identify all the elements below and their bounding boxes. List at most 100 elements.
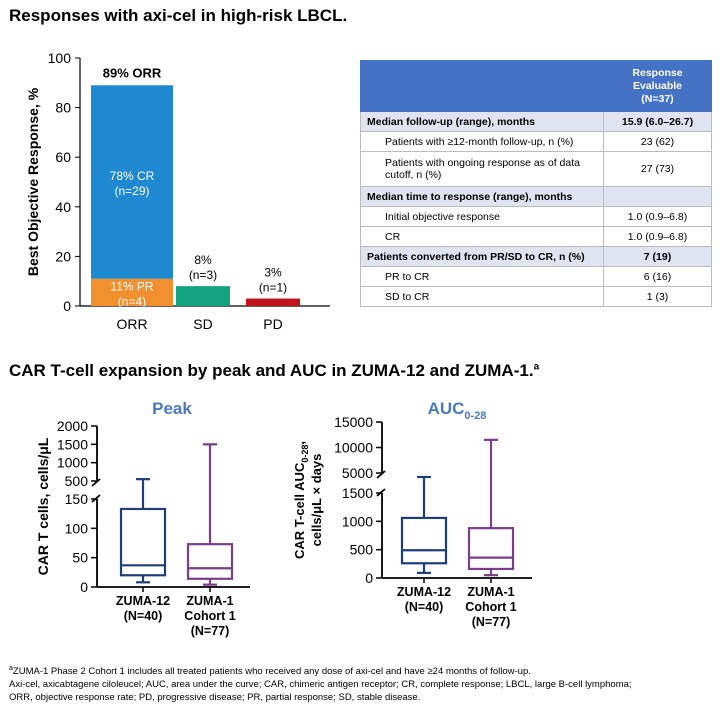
header-line-2: Evaluable (632, 79, 683, 92)
y-tick-label: 1000 (57, 455, 88, 471)
y-axis-label: CAR T cells, cells/μL (35, 437, 51, 575)
table-row-label: SD to CR (360, 286, 604, 307)
table-row: CR 1.0 (0.9–6.8) (360, 226, 712, 247)
axis-break-mark (91, 478, 101, 487)
y-tick-label: 500 (350, 542, 374, 558)
bar-segment-cr (91, 85, 173, 279)
bar-count-label: (n=3) (189, 268, 217, 282)
y-tick-label: 20 (55, 248, 71, 264)
table-row-value: 1.0 (0.9–6.8) (603, 206, 712, 227)
y-tick-label: 150 (65, 491, 89, 507)
table-row-label: Patients with ongoing response as of dat… (360, 151, 604, 187)
y-tick-label: 500 (65, 473, 89, 489)
bar-segment-pr (91, 278, 173, 306)
x-tick-label: (N=40) (124, 609, 163, 623)
bottom-title: CAR T-cell expansion by peak and AUC in … (9, 361, 539, 381)
table-row: Initial objective response 1.0 (0.9–6.8) (360, 206, 712, 227)
x-tick-label: ZUMA-1 (467, 585, 514, 599)
table-row-label: CR (360, 226, 604, 247)
bar-pd (246, 298, 300, 306)
y-axis-label-line2: cells/μL × days (309, 454, 324, 547)
axis-break-mark (376, 470, 386, 479)
y-tick-label: 40 (55, 199, 71, 215)
y-axis-label-subscript: 0-28 (300, 445, 310, 463)
table-row-value: 6 (16) (603, 266, 712, 287)
table-row-value (603, 186, 712, 207)
y-tick-label: 80 (55, 100, 71, 116)
table-row: Patients converted from PR/SD to CR, n (… (360, 246, 712, 267)
box-plot-title: Peak (152, 399, 192, 418)
table-row-label: Median time to response (range), months (360, 186, 604, 207)
x-tick-label: PD (263, 316, 282, 332)
y-tick-label: 0 (63, 298, 71, 314)
y-tick-label: 2000 (57, 418, 88, 434)
x-tick-label: (N=40) (405, 600, 444, 614)
table-header-row: Response Evaluable (N=37) (360, 60, 712, 112)
table-header-cell: Response Evaluable (N=37) (603, 60, 712, 112)
header-line-3: (N=37) (641, 92, 674, 105)
table-row: Patients with ≥12-month follow-up, n (%)… (360, 131, 712, 152)
table-row: Median time to response (range), months (360, 186, 712, 207)
footnotes: aZUMA-1 Phase 2 Cohort 1 includes all tr… (9, 662, 714, 704)
table-row-value: 1 (3) (603, 286, 712, 307)
y-tick-label: 10000 (334, 440, 373, 456)
bar-count-label: (n=1) (259, 281, 287, 295)
y-axis-label-line1: CAR T-cell AUC0-28, (292, 441, 310, 559)
x-tick-label: ZUMA-1 (186, 594, 233, 608)
x-tick-label: (N=77) (472, 615, 511, 629)
x-tick-label: Cohort 1 (465, 600, 516, 614)
y-axis-label: Best Objective Response, % (25, 87, 41, 276)
x-tick-label: (N=77) (191, 624, 230, 638)
y-tick-label: 15000 (334, 414, 373, 430)
x-tick-label: ZUMA-12 (116, 594, 170, 608)
y-tick-label: 100 (65, 520, 89, 536)
table-row-label: PR to CR (360, 266, 604, 287)
table-row: SD to CR 1 (3) (360, 286, 712, 307)
segment-count-label: (n=4) (118, 294, 146, 308)
x-tick-label: SD (193, 316, 212, 332)
segment-label: 78% CR (110, 169, 155, 183)
table-header-blank (360, 60, 604, 112)
box-plot-title: AUC0-28 (428, 399, 487, 422)
header-line-1: Response (632, 66, 683, 79)
table-row-label-line: cutoff, n (%) (385, 169, 442, 181)
response-bar-chart: Best Objective Response, % 0 20 40 60 80 100 OR… (25, 50, 330, 332)
segment-label: 11% PR (110, 279, 153, 293)
y-tick-label: 0 (365, 570, 373, 586)
y-tick-label: 1000 (342, 513, 373, 529)
y-tick-label: 60 (55, 149, 71, 165)
table-row-label: Patients with ≥12-month follow-up, n (%) (360, 131, 604, 152)
table-row-label: Patients converted from PR/SD to CR, n (… (360, 246, 604, 267)
y-tick-label: 50 (72, 550, 88, 566)
y-tick-label: 0 (80, 579, 88, 595)
top-title: Responses with axi-cel in high-risk LBCL… (9, 6, 348, 25)
table-row-value: 23 (62) (603, 131, 712, 152)
box-iqr (186, 543, 234, 580)
table-row-label: Median follow-up (range), months (360, 111, 604, 132)
footnote-3: ORR, objective response rate; PD, progre… (9, 692, 421, 704)
orr-total-label: 89% ORR (103, 65, 162, 80)
bar-sd (176, 286, 230, 306)
peak-box-plot: Peak CAR T cells, cells/μL 0 50 100 150 500 100… (35, 399, 250, 638)
footnote-2: Axi-cel, axicabtagene ciloleucel; AUC, a… (9, 679, 632, 691)
table-row: Patients with ongoing response as of dat… (360, 151, 712, 187)
x-tick-label: Cohort 1 (184, 609, 235, 623)
footnote-1: aZUMA-1 Phase 2 Cohort 1 includes all tr… (9, 662, 714, 678)
segment-count-label: (n=29) (114, 184, 149, 198)
x-tick-label: ORR (116, 316, 147, 332)
table-row: Median follow-up (range), months 15.9 (6.… (360, 111, 712, 132)
bar-value-label: 3% (264, 266, 282, 280)
table-row-value: 7 (19) (603, 246, 712, 267)
y-tick-label: 100 (48, 50, 72, 66)
bottom-title-text: CAR T-cell expansion by peak and AUC in … (9, 361, 534, 380)
auc-box-plot: AUC0-28 CAR T-cell AUC0-28,cells/μL × day… (292, 399, 532, 629)
y-tick-label: 5000 (342, 465, 373, 481)
footnote-1-text: ZUMA-1 Phase 2 Cohort 1 includes all tre… (12, 666, 531, 678)
y-tick-label: 1500 (57, 436, 88, 452)
footnote-marker: a (9, 665, 13, 672)
x-tick-label: ZUMA-12 (397, 585, 451, 599)
y-tick-label: 1500 (342, 485, 373, 501)
response-table: Response Evaluable (N=37) Median follow-… (360, 60, 712, 307)
table-row-value: 15.9 (6.0–26.7) (603, 111, 712, 132)
table-row-value: 27 (73) (603, 151, 712, 187)
